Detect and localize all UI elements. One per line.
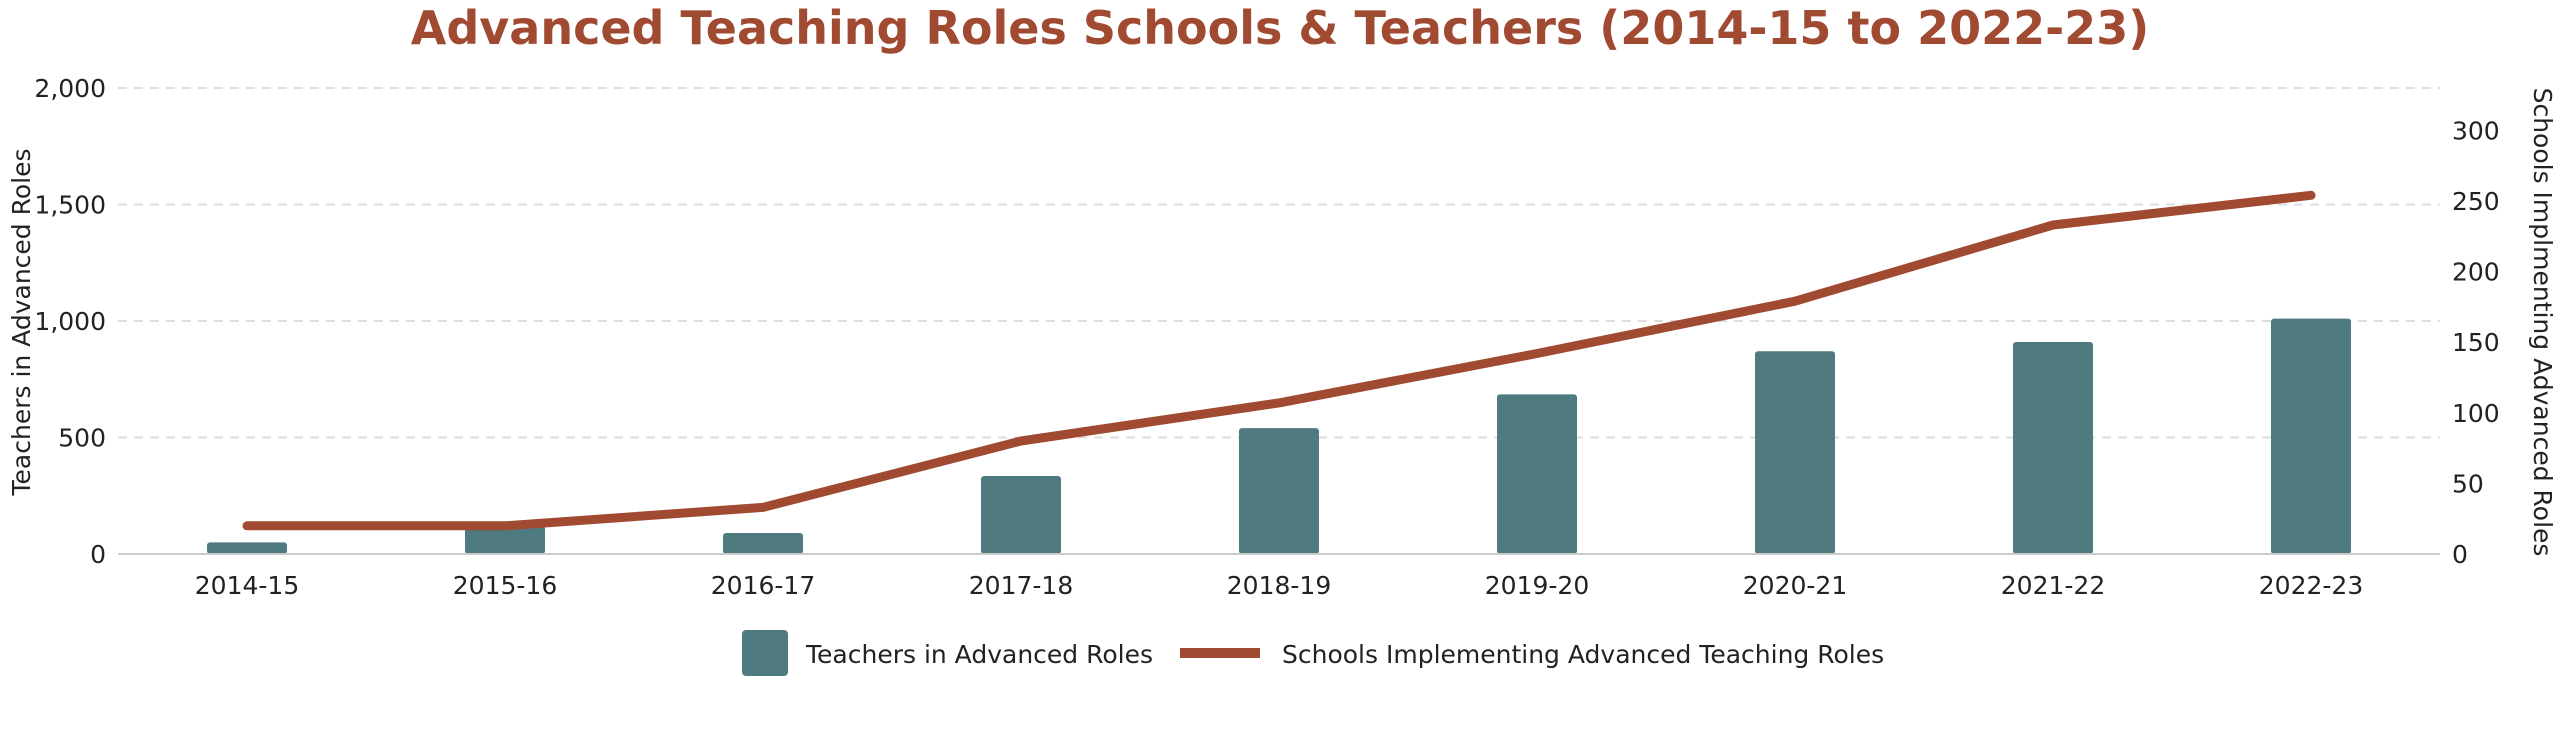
x-tick-label: 2017-18 [969, 571, 1073, 600]
y-tick-label-right: 250 [2452, 187, 2500, 216]
bar [723, 533, 803, 554]
y-tick-label-right: 0 [2452, 540, 2468, 569]
y-tick-label-left: 500 [58, 424, 106, 453]
bar [1755, 351, 1835, 554]
x-tick-label: 2018-19 [1227, 571, 1331, 600]
x-tick-label: 2015-16 [453, 571, 557, 600]
y-tick-label-right: 100 [2452, 399, 2500, 428]
y-tick-label-right: 150 [2452, 328, 2500, 357]
bar [207, 542, 287, 554]
x-tick-label: 2020-21 [1743, 571, 1847, 600]
y-tick-label-left: 0 [90, 540, 106, 569]
bar [2013, 341, 2093, 554]
x-tick-label: 2019-20 [1485, 571, 1589, 600]
y-axis-right-label: Schools Implmenting Advanced Roles [2528, 88, 2557, 557]
y-tick-label-left: 2,000 [34, 74, 106, 103]
line-series-schools [242, 190, 2316, 531]
legend-label-schools: Schools Implementing Advanced Teaching R… [1282, 640, 1884, 669]
y-tick-label-right: 200 [2452, 258, 2500, 287]
bar [2271, 318, 2351, 554]
x-tick-label: 2016-17 [711, 571, 815, 600]
y-axis-right-ticks: 0 50 100 150 200 250 300 [2452, 116, 2500, 569]
legend-swatch-teachers [742, 630, 788, 676]
chart-title: Advanced Teaching Roles Schools & Teache… [411, 1, 2149, 55]
bar [1239, 428, 1319, 554]
x-tick-label: 2014-15 [195, 571, 299, 600]
y-tick-label-left: 1,000 [34, 307, 106, 336]
x-tick-label: 2022-23 [2259, 571, 2363, 600]
bar [981, 475, 1061, 554]
y-axis-left-ticks: 0 500 1,000 1,500 2,000 [34, 74, 106, 569]
legend-label-teachers: Teachers in Advanced Roles [805, 640, 1153, 669]
y-tick-label-right: 300 [2452, 116, 2500, 145]
y-tick-label-left: 1,500 [34, 191, 106, 220]
y-tick-label-right: 50 [2452, 469, 2484, 498]
y-axis-left-label: Teachers in Advanced Roles [7, 148, 36, 496]
x-axis-ticks: 2014-15 2015-16 2016-17 2017-18 2018-19 2019-… [195, 571, 2363, 600]
legend: Teachers in Advanced Roles Schools Imple… [742, 630, 1884, 676]
bar [465, 526, 545, 554]
bar [1497, 394, 1577, 554]
x-tick-label: 2021-22 [2001, 571, 2105, 600]
bar-series [207, 318, 2351, 554]
